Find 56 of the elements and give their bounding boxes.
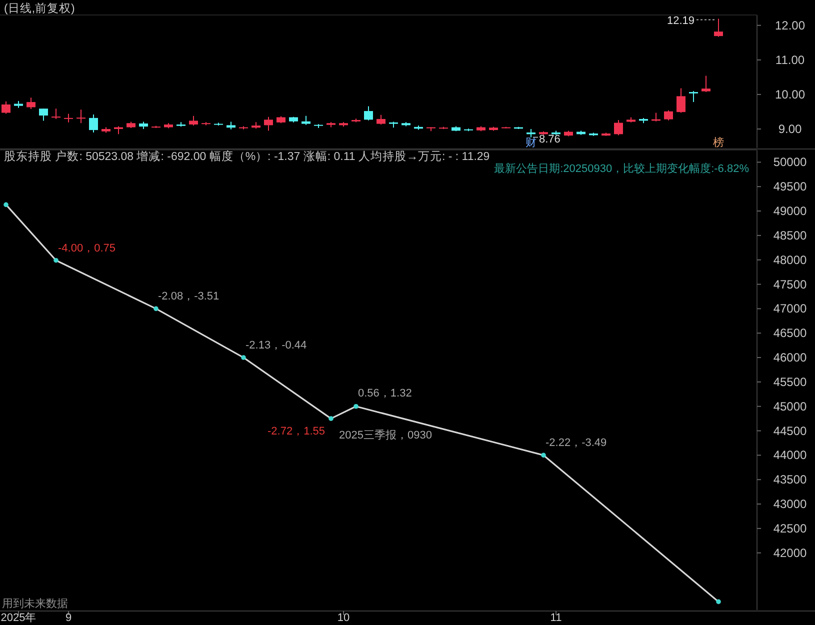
x-tick-label: 9 xyxy=(65,612,72,624)
y-tick-label: 46000 xyxy=(773,350,808,365)
y-tick-label: 49500 xyxy=(773,180,808,194)
y-tick-label: 12.00 xyxy=(774,18,806,32)
candlestick xyxy=(89,114,98,133)
candlestick xyxy=(676,88,686,114)
annotation: 榜 xyxy=(713,136,724,149)
y-tick-label: 11.00 xyxy=(775,52,805,67)
candlestick xyxy=(702,75,710,93)
y-tick-label: 48500 xyxy=(773,228,808,242)
annotation: 0.56，1.32 xyxy=(358,387,412,400)
candlestick xyxy=(364,106,373,121)
y-tick-label: 44500 xyxy=(773,424,808,438)
candlestick xyxy=(264,116,273,132)
candlestick xyxy=(614,120,623,136)
y-tick-label: 45500 xyxy=(773,374,808,389)
annotation: -2.13，-0.44 xyxy=(246,340,307,352)
annotation: -2.72，1.55 xyxy=(268,426,325,438)
candlestick xyxy=(714,18,723,38)
y-tick-label: 42500 xyxy=(773,521,808,536)
y-tick-label: 44000 xyxy=(773,448,808,462)
chart-title: 股东持股 户数: 50523.08 增减: -692.00 幅度（%）: -1.37 涨幅: 0.11 人均持股→万元: - : 11.29 xyxy=(4,149,490,163)
candlestick xyxy=(39,108,48,122)
y-tick-label: 45000 xyxy=(773,399,808,414)
annotation: 最新公告日期:20250930，比较上期变化幅度:-6.82% xyxy=(494,162,750,175)
y-tick-label: 42000 xyxy=(773,546,808,560)
y-tick-label: 49000 xyxy=(773,204,808,218)
candlestick xyxy=(52,108,60,120)
annotation: 2025三季报，0930 xyxy=(339,428,432,442)
y-tick-label: 50000 xyxy=(773,155,808,170)
y-tick-label: 43000 xyxy=(773,497,808,512)
candlestick xyxy=(664,110,673,121)
y-tick-label: 46500 xyxy=(773,326,808,340)
y-tick-label: 43500 xyxy=(773,472,808,487)
x-tick-label: 10 xyxy=(337,612,350,624)
annotation: -2.22，-3.49 xyxy=(546,437,607,450)
candlestick xyxy=(76,109,86,124)
y-tick-label: 10.00 xyxy=(774,87,806,102)
y-tick-label: 9.00 xyxy=(778,122,802,136)
annotation: 用到未来数据 xyxy=(2,597,68,610)
x-tick-label: 11 xyxy=(550,612,562,624)
annotation: 财 xyxy=(526,136,536,149)
x-tick-label: 2025年 xyxy=(0,612,36,624)
candlestick xyxy=(26,97,36,110)
chart-title: (日线,前复权) xyxy=(4,2,76,15)
annotation: 12.19 xyxy=(666,14,694,27)
candlestick xyxy=(376,114,386,126)
annotation: -2.08，-3.51 xyxy=(158,290,220,303)
y-tick-label: 47500 xyxy=(773,277,808,292)
candlestick xyxy=(189,115,198,126)
annotation: -4.00，0.75 xyxy=(58,242,116,254)
annotation: 8.76 xyxy=(539,133,560,146)
y-tick-label: 47000 xyxy=(773,302,808,316)
candlestick xyxy=(2,100,10,114)
candlestick xyxy=(689,90,698,103)
y-tick-label: 48000 xyxy=(773,252,808,267)
